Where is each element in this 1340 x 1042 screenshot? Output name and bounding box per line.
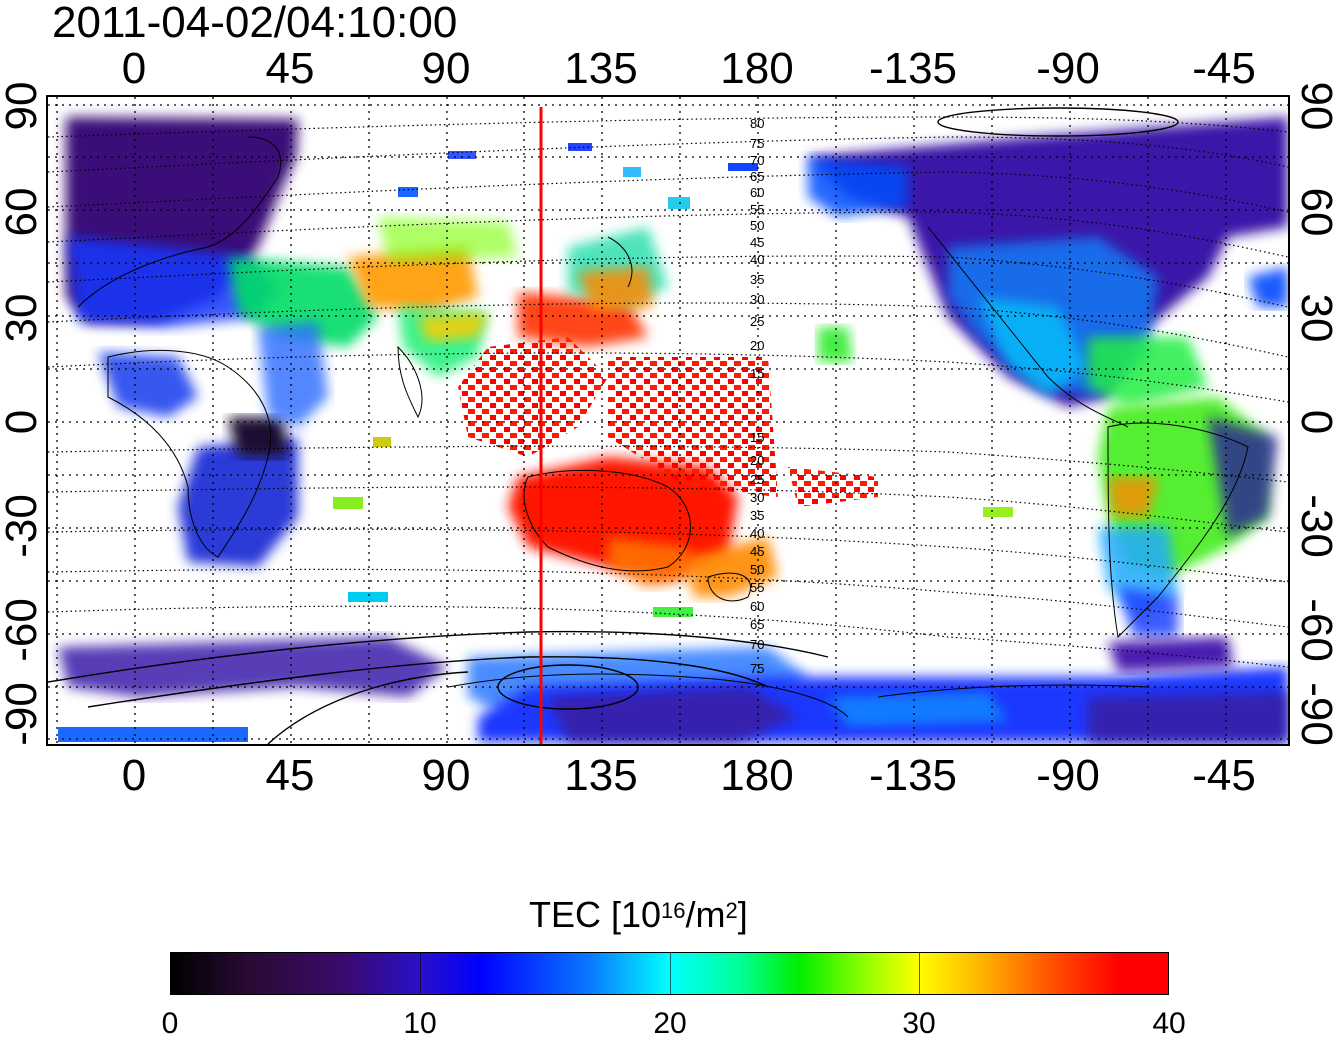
bottom-lon-tick: -45 — [1192, 751, 1256, 800]
polar-contours — [48, 107, 1179, 744]
right-lat-tick: -90 — [1292, 682, 1340, 746]
left-lat-tick: -60 — [0, 598, 46, 662]
top-lon-tick: 45 — [265, 44, 315, 93]
right-lat-tick: 60 — [1292, 187, 1340, 237]
left-lat-tick: 0 — [0, 409, 46, 435]
contour-label: 55 — [750, 580, 765, 595]
contour-label: 25 — [750, 472, 765, 487]
contour-label: 50 — [750, 562, 765, 577]
contour-label: 15 — [750, 366, 765, 381]
contour-label: 45 — [750, 235, 765, 250]
contour-label: 80 — [750, 116, 765, 131]
contour-label: 65 — [750, 617, 765, 632]
top-lon-tick: -135 — [868, 44, 958, 93]
bottom-lon-tick: 45 — [265, 751, 315, 800]
colorbar-tick: 40 — [1152, 1007, 1186, 1040]
contour-label: 75 — [750, 136, 765, 151]
contour-label: 60 — [750, 185, 765, 200]
tec-map[interactable]: 80 75 70 65 60 55 50 45 40 35 30 25 20 1… — [46, 95, 1290, 746]
contour-label: 15 — [750, 430, 765, 445]
colorbar-title-main: TEC [10 — [529, 894, 662, 935]
right-lat-tick: 90 — [1292, 81, 1340, 131]
contour-label: 20 — [750, 453, 765, 468]
colorbar-tick: 30 — [902, 1007, 936, 1040]
map-title: 2011-04-02/04:10:00 — [52, 0, 458, 47]
colorbar-tick: 10 — [403, 1007, 437, 1040]
colorbar-title-exponent: 16 — [661, 898, 686, 923]
colorbar — [170, 952, 1169, 995]
top-lon-tick: 0 — [121, 44, 147, 93]
contour-label: 30 — [750, 490, 765, 505]
bottom-lon-tick: -90 — [1036, 751, 1100, 800]
left-lat-tick: -30 — [0, 494, 46, 558]
bottom-lon-tick: -135 — [868, 751, 958, 800]
bottom-lon-tick: 135 — [564, 751, 638, 800]
colorbar-title-close: ] — [737, 894, 748, 935]
top-lon-tick: -90 — [1036, 44, 1100, 93]
left-lat-tick: 90 — [0, 81, 46, 131]
top-lon-tick: -45 — [1192, 44, 1256, 93]
contour-label: 35 — [750, 508, 765, 523]
graticule — [48, 97, 1288, 744]
right-lat-tick: 30 — [1292, 293, 1340, 343]
top-lon-tick: 180 — [720, 44, 794, 93]
contour-label: 45 — [750, 544, 765, 559]
tec-data-layer — [58, 117, 1288, 742]
contour-label: 25 — [750, 314, 765, 329]
bottom-lon-tick: 0 — [121, 751, 147, 800]
left-lat-tick: 30 — [0, 293, 46, 343]
contour-label: 30 — [750, 292, 765, 307]
bottom-lon-tick: 180 — [720, 751, 794, 800]
contour-label: 60 — [750, 599, 765, 614]
colorbar-tick: 0 — [161, 1007, 179, 1040]
contour-label: 50 — [750, 218, 765, 233]
contour-label: 70 — [750, 637, 765, 652]
contour-label: 55 — [750, 202, 765, 217]
colorbar-title-unit-exponent: 2 — [725, 898, 738, 923]
contour-label: 40 — [750, 526, 765, 541]
left-lat-tick: -90 — [0, 682, 46, 746]
right-lat-tick: -30 — [1292, 494, 1340, 558]
left-lat-tick: 60 — [0, 187, 46, 237]
contour-label: 70 — [750, 153, 765, 168]
coastlines — [77, 136, 1249, 718]
contour-label: 35 — [750, 272, 765, 287]
right-lat-tick: 0 — [1292, 409, 1340, 435]
contour-label: 40 — [750, 252, 765, 267]
right-lat-tick: -60 — [1292, 598, 1340, 662]
colorbar-title-unit: /m — [685, 894, 726, 935]
contour-label: 65 — [750, 169, 765, 184]
colorbar-tick: 20 — [653, 1007, 687, 1040]
contour-label: 75 — [750, 661, 765, 676]
bottom-lon-tick: 90 — [421, 751, 471, 800]
colorbar-title: TEC [1016/m2] — [529, 893, 748, 937]
top-lon-tick: 90 — [421, 44, 471, 93]
contour-label: 20 — [750, 338, 765, 353]
tec-map-canvas — [48, 97, 1288, 744]
top-lon-tick: 135 — [564, 44, 638, 93]
